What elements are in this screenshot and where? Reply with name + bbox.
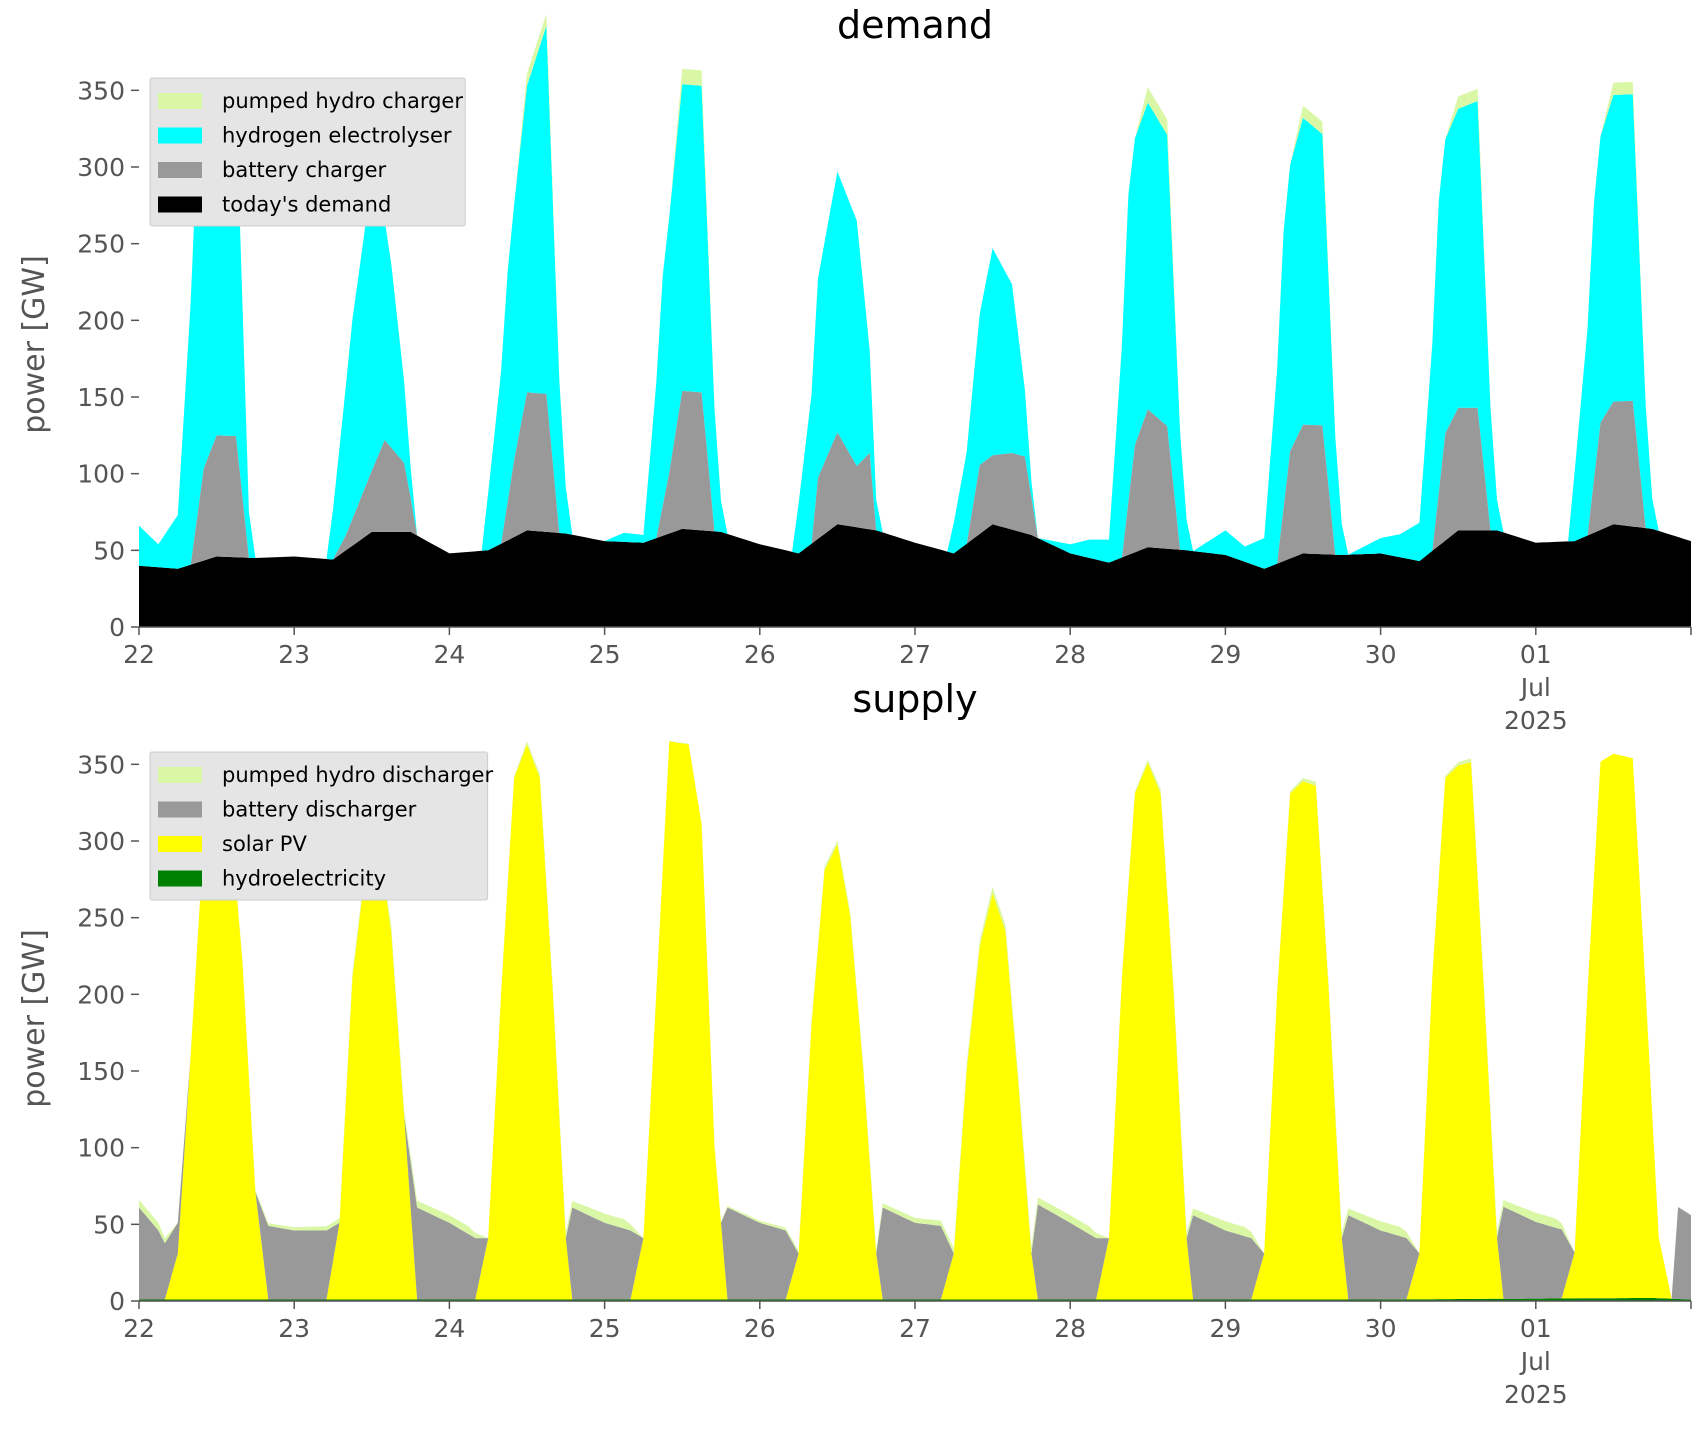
legend-label-battery-discharger: battery discharger	[222, 798, 417, 822]
x-tick-label: 28	[1054, 1314, 1086, 1343]
y-tick-label: 150	[77, 1057, 125, 1086]
x-tick-label: 29	[1209, 640, 1241, 669]
x-tick-label: 01	[1520, 1314, 1552, 1343]
axes: 0 50 100 150 200 250 300 350 22 23 24 25 26 27 28 29 30 0…	[77, 750, 1692, 1409]
x-tick-label: 27	[899, 1314, 931, 1343]
area-battery-discharger	[139, 741, 1691, 1300]
legend-label-hydrogen-electrolyser: hydrogen electrolyser	[222, 124, 452, 148]
y-tick-label: 100	[77, 460, 125, 489]
y-axis-label: power [GW]	[17, 255, 52, 434]
area-series-group	[139, 13, 1691, 627]
legend-label-hydroelectricity: hydroelectricity	[222, 867, 386, 891]
legend-swatch-battery-charger	[158, 162, 202, 178]
x-tick-label: 30	[1365, 640, 1397, 669]
y-tick-label: 0	[109, 613, 125, 642]
x-tick-label: Jul	[1519, 673, 1551, 702]
y-tick-label: 250	[77, 230, 125, 259]
y-tick-label: 150	[77, 383, 125, 412]
y-tick-label: 200	[77, 306, 125, 335]
axes: 0 50 100 150 200 250 300 350 22 23 24 25 26 27 28 29 30 0…	[77, 76, 1692, 735]
legend: pumped hydro charger hydrogen electrolyse…	[149, 77, 466, 227]
area-series-group	[139, 740, 1691, 1301]
legend-swatch-hydroelectricity	[158, 870, 202, 887]
area-hydroelectricity	[139, 1297, 1691, 1301]
x-tick-label: 28	[1054, 640, 1086, 669]
legend-swatch-pumped-hydro-charger	[158, 93, 202, 109]
y-tick-label: 350	[77, 750, 125, 779]
demand-panel: demand power [GW] 0 50 100 150 200 250 300 350 2…	[17, 3, 1692, 735]
x-tick-label: 26	[744, 1314, 776, 1343]
x-tick-label: Jul	[1519, 1347, 1551, 1376]
y-axis-label: power [GW]	[17, 929, 52, 1108]
y-tick-label: 50	[93, 1210, 125, 1239]
legend-label-today-s-demand: today's demand	[222, 193, 391, 217]
legend-box	[149, 751, 489, 901]
x-tick-label: 22	[123, 640, 155, 669]
y-tick-label: 0	[109, 1287, 125, 1316]
legend-label-solar-pv: solar PV	[222, 832, 307, 856]
legend: pumped hydro discharger battery discharge…	[149, 751, 493, 901]
legend-label-battery-charger: battery charger	[222, 158, 387, 182]
y-tick-label: 200	[77, 980, 125, 1009]
supply-panel: supply power [GW] 0 50 100 150 200 250 300 350 2…	[17, 677, 1692, 1409]
x-tick-label: 24	[433, 640, 465, 669]
legend-label-pumped-hydro-charger: pumped hydro charger	[222, 89, 463, 113]
x-tick-label: 29	[1209, 1314, 1241, 1343]
x-tick-label: 26	[744, 640, 776, 669]
area-hydrogen-electrolyser	[139, 25, 1691, 569]
area-solar-pv	[139, 741, 1691, 1300]
chart-title: supply	[852, 677, 977, 721]
x-tick-label: 27	[899, 640, 931, 669]
legend-swatch-solar-pv	[158, 836, 202, 852]
area-today-s-demand	[139, 524, 1691, 627]
legend-box	[149, 77, 466, 227]
legend-swatch-pumped-hydro-discharger	[158, 767, 202, 783]
x-tick-label: 2025	[1504, 706, 1568, 735]
legend-swatch-battery-discharger	[158, 801, 202, 818]
x-tick-label: 30	[1365, 1314, 1397, 1343]
x-tick-label: 01	[1520, 640, 1552, 669]
chart-title: demand	[837, 3, 993, 47]
x-tick-label: 22	[123, 1314, 155, 1343]
legend-label-pumped-hydro-discharger: pumped hydro discharger	[222, 763, 493, 787]
y-tick-label: 50	[93, 536, 125, 565]
x-tick-label: 25	[589, 1314, 621, 1343]
x-tick-label: 2025	[1504, 1380, 1568, 1409]
legend-swatch-today-s-demand	[158, 196, 202, 213]
x-tick-label: 24	[433, 1314, 465, 1343]
x-tick-label: 23	[278, 1314, 310, 1343]
legend-swatch-hydrogen-electrolyser	[158, 127, 202, 144]
x-tick-label: 23	[278, 640, 310, 669]
y-tick-label: 300	[77, 827, 125, 856]
area-battery-charger	[139, 390, 1691, 569]
y-tick-label: 350	[77, 76, 125, 105]
y-tick-label: 300	[77, 153, 125, 182]
y-tick-label: 250	[77, 904, 125, 933]
x-tick-label: 25	[589, 640, 621, 669]
y-tick-label: 100	[77, 1134, 125, 1163]
